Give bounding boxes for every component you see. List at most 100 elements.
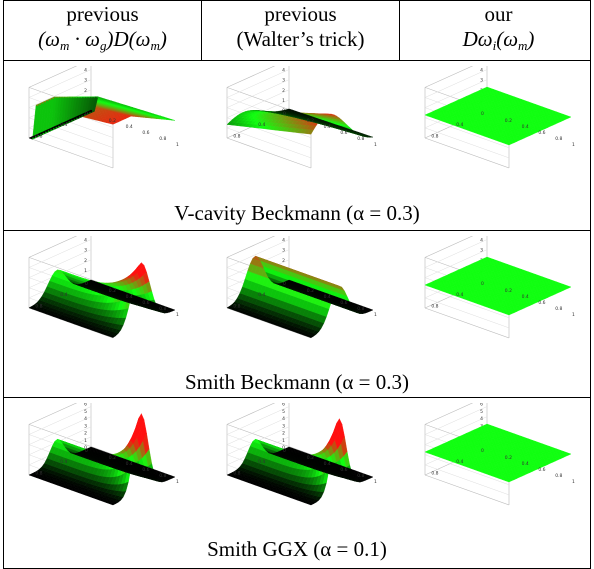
vertical-tick-label: 2 bbox=[282, 88, 285, 94]
vertical-tick-label: 2 bbox=[84, 258, 87, 264]
grid-line bbox=[424, 236, 474, 258]
depth-tick-label: 1 bbox=[572, 312, 575, 318]
depth-tick-label: 0.2 bbox=[307, 288, 314, 294]
depth-tick-label: 0.4 bbox=[522, 124, 529, 130]
vertical-tick-label: 3 bbox=[480, 78, 483, 84]
vertical-tick-label: 5 bbox=[84, 409, 87, 415]
column-header-3-line1: our bbox=[484, 2, 513, 26]
depth-tick-label: 1 bbox=[176, 142, 179, 148]
vertical-tick-label: 1 bbox=[282, 98, 285, 104]
depth-tick-label: 0.8 bbox=[233, 133, 240, 139]
depth-tick-label: 0 bbox=[283, 281, 286, 287]
surface-plot-svg: 765432100.80.400.20.40.60.81 bbox=[226, 403, 377, 506]
grid-line bbox=[226, 239, 290, 268]
depth-tick-label: 0.4 bbox=[456, 122, 463, 128]
vertical-tick-label: 2 bbox=[84, 88, 87, 94]
grid-line bbox=[424, 137, 510, 169]
vertical-tick-label: 3 bbox=[84, 78, 87, 84]
frame-right bbox=[590, 0, 591, 569]
grid-line bbox=[226, 137, 312, 169]
vertical-tick-label: 0 bbox=[84, 445, 87, 451]
depth-tick-label: 0.8 bbox=[431, 133, 438, 139]
surface-mesh bbox=[226, 255, 374, 339]
surface-plot-svg: 765432100.80.400.20.40.60.81 bbox=[424, 403, 575, 506]
depth-tick-label: 0.8 bbox=[159, 136, 166, 142]
depth-tick-label: 0 bbox=[85, 448, 88, 454]
plot-smith-ggx-ours: 765432100.80.400.20.40.60.81 bbox=[411, 403, 583, 531]
vertical-tick-label: 1 bbox=[84, 268, 87, 274]
vertical-tick-label: 1 bbox=[282, 438, 285, 444]
row-caption-2: Smith Beckmann (α = 0.3) bbox=[184, 370, 410, 394]
depth-tick-label: 0.4 bbox=[60, 122, 67, 128]
depth-tick-label: 0.4 bbox=[126, 124, 133, 130]
surface-mesh bbox=[424, 256, 572, 316]
surface-mesh bbox=[424, 423, 572, 483]
surface-mesh bbox=[226, 108, 374, 138]
depth-tick-label: 1 bbox=[176, 312, 179, 318]
depth-tick-label: 0.2 bbox=[109, 288, 116, 294]
grid-line bbox=[226, 69, 290, 98]
vertical-tick-label: 4 bbox=[282, 416, 285, 422]
grid-line bbox=[28, 239, 92, 268]
grid-line bbox=[226, 79, 290, 108]
row-caption-1: V-cavity Beckmann (α = 0.3) bbox=[174, 201, 420, 225]
grid-line bbox=[226, 66, 276, 88]
depth-tick-label: 0.8 bbox=[35, 303, 42, 309]
surface-cell bbox=[366, 475, 374, 479]
grid-line bbox=[28, 66, 78, 88]
vertical-tick-label: 0 bbox=[282, 445, 285, 451]
vertical-tick-label: 3 bbox=[282, 248, 285, 254]
grid-line bbox=[424, 464, 510, 496]
grid-line bbox=[424, 403, 474, 425]
divider-col1 bbox=[201, 0, 202, 60]
vertical-tick-label: 6 bbox=[480, 403, 483, 408]
depth-tick-label: 0.8 bbox=[431, 303, 438, 309]
surface-cell bbox=[168, 308, 176, 312]
depth-tick-label: 0.2 bbox=[307, 118, 314, 124]
depth-tick-label: 1 bbox=[374, 142, 377, 148]
surface-cell bbox=[366, 308, 374, 312]
grid-line bbox=[424, 117, 510, 148]
grid-line bbox=[226, 424, 312, 455]
grid-line bbox=[28, 424, 114, 455]
depth-tick-label: 0.2 bbox=[109, 118, 116, 124]
surface-plot-svg: 765432100.80.400.20.40.60.81 bbox=[28, 403, 179, 506]
vertical-tick-label: 3 bbox=[282, 78, 285, 84]
grid-line bbox=[226, 89, 290, 118]
depth-tick-label: 0.2 bbox=[109, 455, 116, 461]
grid-line bbox=[28, 69, 92, 98]
depth-tick-label: 0.6 bbox=[340, 467, 347, 473]
vertical-tick-label: 4 bbox=[84, 238, 87, 244]
depth-tick-label: 0.8 bbox=[35, 470, 42, 476]
depth-tick-label: 0.4 bbox=[258, 292, 265, 298]
depth-tick-label: 0 bbox=[481, 111, 484, 117]
depth-tick-label: 0.8 bbox=[159, 473, 166, 479]
divider-row1 bbox=[3, 230, 591, 231]
column-header-2-line2: (Walter’s trick) bbox=[236, 27, 365, 51]
vertical-tick-label: 5 bbox=[480, 409, 483, 415]
depth-tick-label: 0.8 bbox=[357, 473, 364, 479]
surface-cell bbox=[168, 475, 176, 479]
depth-tick-label: 0.4 bbox=[522, 294, 529, 300]
depth-tick-label: 1 bbox=[374, 312, 377, 318]
depth-tick-label: 0.2 bbox=[307, 455, 314, 461]
depth-tick-label: 0.4 bbox=[324, 461, 331, 467]
depth-tick-label: 0.2 bbox=[505, 118, 512, 124]
vertical-tick-label: 3 bbox=[480, 248, 483, 254]
depth-tick-label: 0 bbox=[85, 111, 88, 117]
frame-top bbox=[3, 0, 591, 1]
vertical-tick-label: 3 bbox=[282, 423, 285, 429]
depth-tick-label: 0.4 bbox=[456, 292, 463, 298]
column-header-1: previous (ωm · ωg)D(ωm) bbox=[4, 2, 201, 58]
frame-left bbox=[3, 0, 4, 569]
vertical-tick-label: 2 bbox=[282, 431, 285, 437]
